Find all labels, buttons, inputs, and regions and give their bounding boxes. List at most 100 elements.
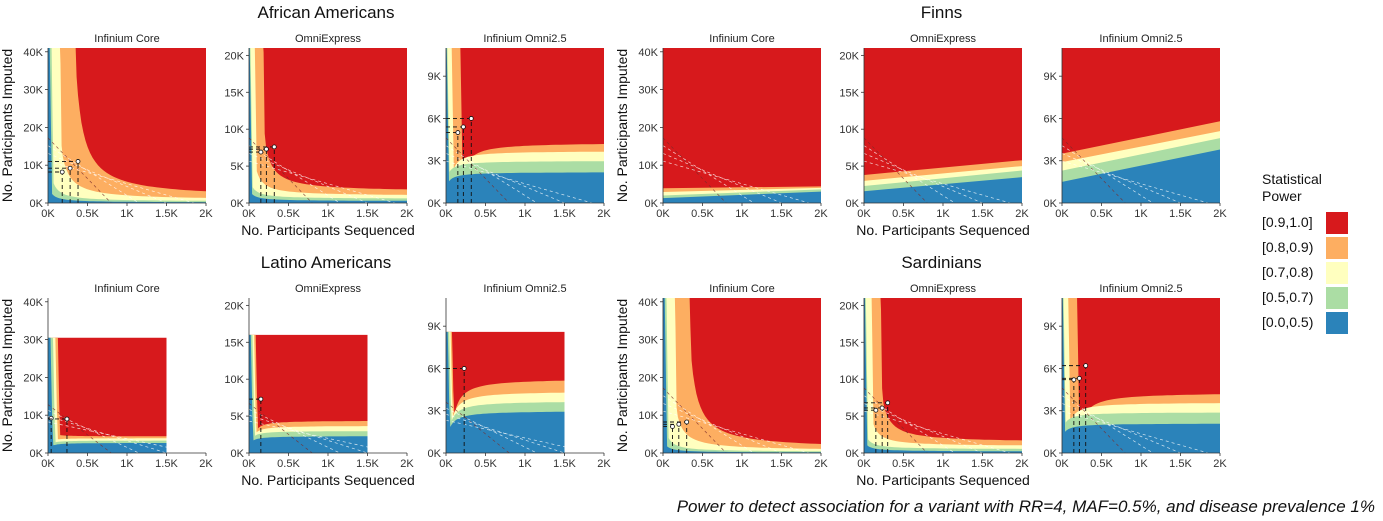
y-tick-label: 10K — [224, 124, 244, 136]
y-tick-label: 0K — [1044, 198, 1058, 210]
x-tick-label: 0.5K — [691, 458, 714, 470]
x-tick-label: 1.5K — [971, 458, 994, 470]
legend-swatch — [1326, 212, 1348, 234]
legend-label: [0.0,0.5) — [1262, 314, 1313, 330]
x-tick-label: 0K — [857, 208, 871, 220]
y-tick-label: 5K — [231, 411, 245, 423]
optimum-point — [263, 146, 269, 152]
optimum-point — [1076, 375, 1082, 381]
x-tick-label: 0.5K — [76, 208, 99, 220]
x-tick-label: 2K — [597, 208, 611, 220]
x-tick-label: 0.5K — [277, 458, 300, 470]
iso-cost-line — [663, 160, 810, 203]
y-tick-label: 40K — [638, 297, 658, 309]
plot-area — [1062, 298, 1220, 453]
power-band-0.5-0.7 — [446, 48, 604, 203]
panel-title: Infinium Core — [709, 283, 774, 295]
y-tick-label: 9K — [1044, 321, 1058, 333]
y-tick-label: 15K — [839, 337, 859, 349]
group-title-sardinians: Sardinians — [901, 253, 981, 272]
optimum-point — [48, 415, 54, 421]
x-tick-label: 1K — [1134, 208, 1148, 220]
x-tick-label: 0.5K — [277, 208, 300, 220]
x-tick-label: 0K — [656, 458, 670, 470]
y-tick-label: 6K — [428, 113, 442, 125]
panel-5: Infinium Omni2.5 0K 0.5K 1K 1.5K 2K 0K 3K 6K 9K — [1044, 33, 1228, 220]
x-tick-label: 1.5K — [770, 458, 793, 470]
x-tick-label: 2K — [1213, 208, 1227, 220]
y-axis-title: No. Participants Imputed — [614, 299, 630, 452]
x-tick-label: 1K — [321, 208, 335, 220]
iso-cost-line — [48, 410, 139, 454]
iso-cost-line — [864, 410, 1011, 453]
y-tick-label: 20K — [224, 300, 244, 312]
x-tick-label: 1.5K — [155, 208, 178, 220]
power-band-0.0-0.5 — [1062, 298, 1220, 453]
x-tick-label: 0K — [439, 458, 453, 470]
x-tick-label: 0.5K — [1090, 458, 1113, 470]
optimum-point — [468, 116, 474, 121]
iso-cost-line — [446, 407, 538, 453]
x-tick-label: 1.5K — [155, 458, 178, 470]
x-tick-label: 0K — [439, 208, 453, 220]
plot-area — [249, 48, 407, 203]
x-tick-label: 1K — [120, 208, 134, 220]
y-tick-label: 30K — [23, 335, 43, 347]
iso-cost-line — [446, 160, 593, 203]
y-tick-label: 9K — [428, 321, 442, 333]
x-tick-label: 1K — [321, 458, 335, 470]
optimum-point — [67, 165, 73, 171]
y-tick-label: 0K — [30, 448, 44, 460]
x-tick-label: 1K — [518, 208, 532, 220]
x-tick-label: 2K — [597, 458, 611, 470]
power-band-0.8-0.9 — [48, 48, 206, 203]
iso-cost-line — [249, 403, 313, 453]
y-tick-label: 10K — [638, 410, 658, 422]
y-tick-label: 30K — [23, 85, 43, 97]
power-band-0.5-0.7 — [48, 337, 167, 453]
legend-swatch — [1326, 262, 1348, 284]
plot-area — [663, 298, 821, 453]
legend-swatch — [1326, 237, 1348, 259]
panel-11: Infinium Omni2.5 0K 0.5K 1K 1.5K 2K 0K 3K 6K 9K — [1044, 283, 1228, 470]
y-tick-label: 0K — [846, 448, 860, 460]
plot-area — [864, 298, 1022, 453]
panel-title: OmniExpress — [910, 283, 977, 295]
power-band-0.0-0.5 — [864, 177, 1022, 203]
x-tick-label: 2K — [1015, 208, 1029, 220]
y-tick-label: 5K — [846, 411, 860, 423]
optimum-point — [873, 407, 879, 413]
iso-cost-line — [249, 160, 396, 203]
optimum-point — [879, 405, 885, 411]
power-band-0.0-0.5 — [446, 331, 565, 453]
power-band-0.0-0.5 — [249, 334, 368, 453]
x-tick-label: 1.5K — [356, 458, 379, 470]
panel-title: Infinium Omni2.5 — [483, 283, 566, 295]
panel-title: Infinium Omni2.5 — [1099, 33, 1182, 45]
x-tick-label: 1.5K — [1169, 458, 1192, 470]
y-tick-label: 6K — [1044, 113, 1058, 125]
x-tick-label: 0.5K — [76, 458, 99, 470]
power-band-0.7-0.8 — [48, 48, 206, 203]
x-axis-title: No. Participants Sequenced — [856, 222, 1030, 238]
panel-title: Infinium Core — [94, 33, 159, 45]
legend-label: [0.8,0.9) — [1262, 239, 1313, 255]
iso-cost-line — [663, 410, 810, 453]
power-band-0.0-0.5 — [1062, 149, 1220, 203]
y-axis-title: No. Participants Imputed — [0, 49, 15, 202]
power-region-0.9-1.0 — [48, 337, 167, 453]
x-tick-label: 2K — [814, 458, 828, 470]
optimum-point — [258, 149, 264, 155]
group-title-finns: Finns — [921, 3, 963, 22]
y-tick-label: 0K — [428, 448, 442, 460]
power-band-0.0-0.5 — [663, 191, 821, 203]
y-tick-label: 10K — [638, 160, 658, 172]
y-tick-label: 0K — [1044, 448, 1058, 460]
optimum-point — [676, 421, 682, 427]
y-tick-label: 0K — [645, 198, 659, 210]
legend-label: [0.9,1.0] — [1262, 214, 1313, 230]
legend-label: [0.7,0.8) — [1262, 264, 1313, 280]
y-tick-label: 20K — [638, 122, 658, 134]
figure-caption: Power to detect association for a varian… — [676, 497, 1375, 516]
